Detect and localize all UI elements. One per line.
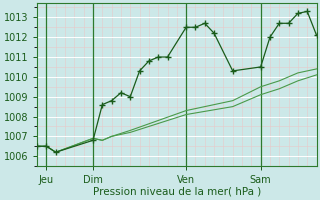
- X-axis label: Pression niveau de la mer( hPa ): Pression niveau de la mer( hPa ): [93, 187, 261, 197]
